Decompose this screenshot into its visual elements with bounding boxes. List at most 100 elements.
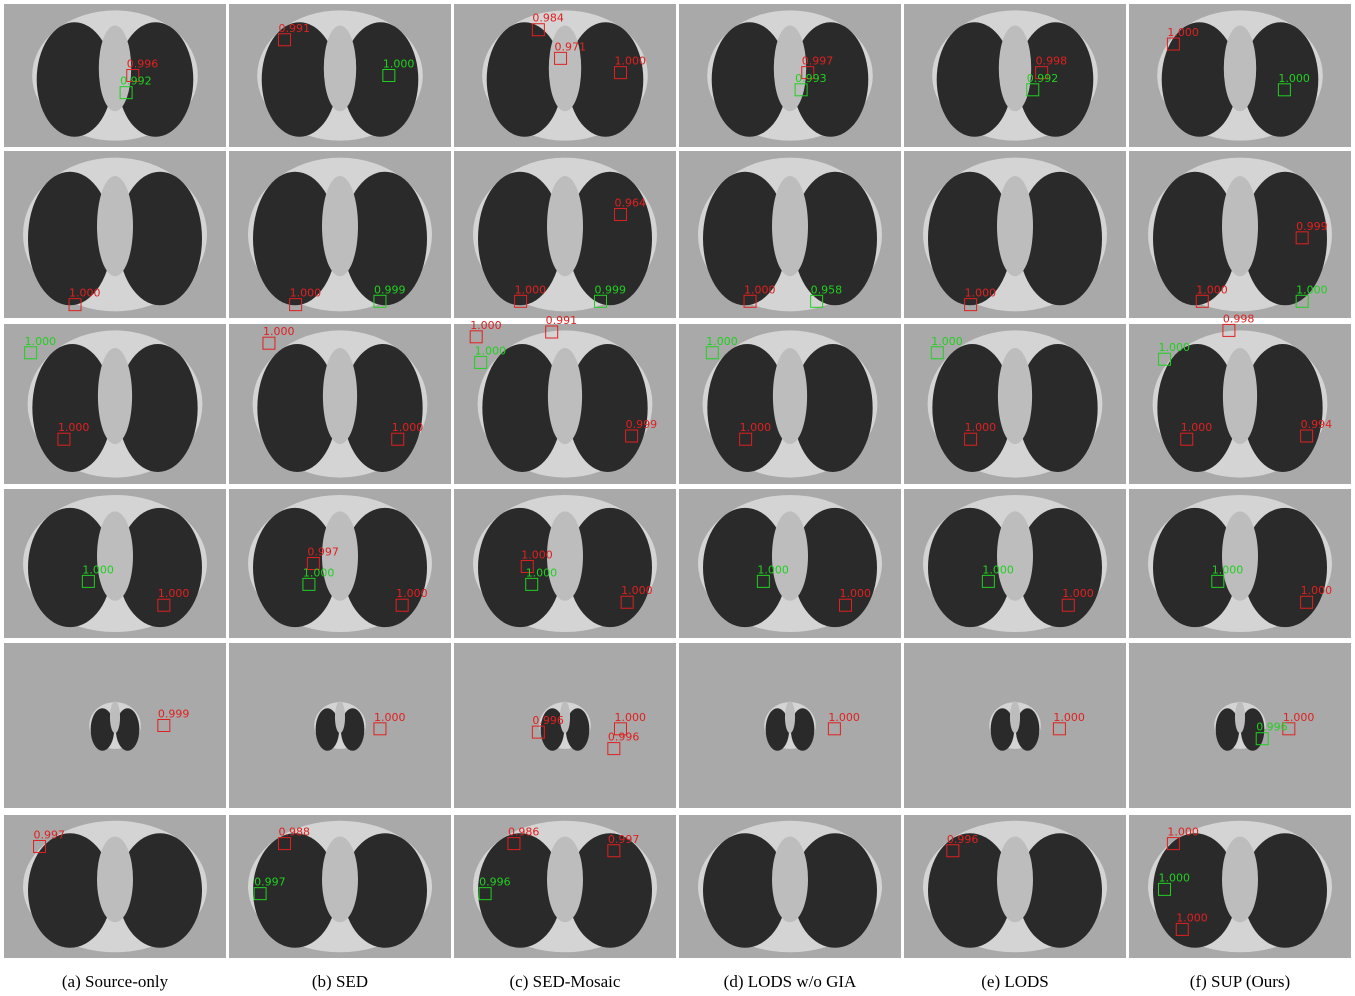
- mediastinum: [97, 348, 133, 444]
- detection-box: [531, 23, 545, 37]
- detection-score: 1.000: [828, 711, 860, 724]
- detection-score: 1.000: [515, 283, 547, 296]
- lung: [1018, 171, 1102, 306]
- mediastinum: [1222, 836, 1258, 923]
- lung: [478, 171, 562, 306]
- lung: [567, 22, 644, 137]
- detection-box: [1180, 432, 1194, 446]
- detection-score: 0.998: [1223, 312, 1255, 325]
- lung: [1157, 344, 1238, 472]
- mediastinum: [1009, 701, 1021, 734]
- detection-box: [289, 298, 303, 312]
- detection-box: [801, 66, 815, 80]
- ct-panel: 1.000 1.000: [679, 489, 901, 638]
- column-caption: (f) SUP (Ours): [1190, 972, 1290, 991]
- detection-score: 1.000: [931, 335, 963, 348]
- mediastinum: [323, 25, 357, 112]
- lung: [1242, 344, 1323, 472]
- ct-panel: 1.000: [679, 643, 901, 808]
- ct-panel: 1.000 0.999: [229, 151, 451, 318]
- detection-box: [373, 722, 387, 736]
- lung: [568, 171, 652, 306]
- lung: [486, 22, 563, 137]
- lung: [36, 22, 113, 137]
- lung: [567, 344, 648, 472]
- lung: [793, 507, 877, 628]
- column-caption: (b) SED: [312, 972, 368, 991]
- detection-score: 1.000: [1062, 587, 1094, 600]
- lung: [703, 171, 787, 306]
- detection-score: 1.000: [706, 335, 738, 348]
- lung: [28, 507, 112, 628]
- lung: [1242, 22, 1319, 137]
- detection-score: 1.000: [521, 548, 553, 561]
- ct-panel: 0.999 1.000 1.000: [1129, 151, 1351, 318]
- detection-box: [930, 346, 944, 360]
- mediastinum: [772, 511, 808, 601]
- lung: [32, 344, 113, 472]
- lung: [343, 833, 427, 948]
- detection-box: [594, 294, 608, 308]
- mediastinum: [1222, 511, 1258, 601]
- detection-box: [253, 887, 267, 901]
- lung: [792, 22, 869, 137]
- ct-panel: [679, 815, 901, 958]
- lung: [928, 507, 1012, 628]
- mediastinum: [334, 701, 346, 734]
- detection-box: [1052, 722, 1066, 736]
- column-caption: (e) LODS: [981, 972, 1049, 991]
- lung: [936, 22, 1013, 137]
- detection-score: 0.997: [608, 833, 640, 846]
- detection-box: [1175, 922, 1189, 936]
- mediastinum: [1234, 701, 1246, 734]
- mediastinum: [547, 511, 583, 601]
- detection-box: [57, 432, 71, 446]
- detection-score: 0.996: [608, 731, 640, 744]
- mediastinum: [1222, 176, 1258, 277]
- detection-box: [1300, 595, 1314, 609]
- lung: [478, 507, 562, 628]
- detection-box: [794, 83, 808, 97]
- detection-score: 0.988: [279, 826, 311, 839]
- detection-score: 1.000: [158, 587, 190, 600]
- detection-box: [157, 719, 171, 732]
- detection-box: [1300, 429, 1314, 443]
- detection-score: 1.000: [1301, 584, 1333, 597]
- mediastinum: [784, 701, 796, 734]
- detection-box: [1282, 722, 1296, 736]
- ct-panel: 0.996 0.986 0.997: [454, 815, 676, 958]
- lung: [1153, 507, 1237, 628]
- detection-box: [705, 346, 719, 360]
- detection-score: 0.996: [532, 714, 564, 727]
- lung: [928, 833, 1012, 948]
- ct-panel: 1.000: [229, 643, 451, 808]
- detection-box: [262, 336, 276, 350]
- ct-panel: 1.000 1.000: [4, 489, 226, 638]
- ct-panel: 0.958 1.000: [679, 151, 901, 318]
- ct-panel: 1.000 1.000 1.000: [1129, 815, 1351, 958]
- detection-score: 0.997: [254, 876, 286, 889]
- detection-score: 1.000: [374, 711, 406, 724]
- detection-box: [306, 557, 320, 570]
- detection-box: [946, 844, 960, 858]
- detection-score: 1.000: [58, 421, 90, 434]
- mediastinum: [997, 176, 1033, 277]
- ct-panel: 0.964 1.000 0.999: [454, 151, 676, 318]
- detection-score: 0.997: [307, 546, 339, 559]
- lung: [1161, 22, 1238, 137]
- lung: [1215, 708, 1240, 751]
- mediastinum: [773, 25, 807, 112]
- mediastinum: [322, 176, 358, 277]
- lung: [1243, 507, 1327, 628]
- detection-score: 1.000: [470, 319, 502, 332]
- detection-box: [1195, 294, 1209, 308]
- ct-panel: 1.000 1.000: [904, 324, 1126, 484]
- detection-score: 1.000: [965, 421, 997, 434]
- detection-box: [1211, 574, 1225, 588]
- lung: [790, 708, 815, 751]
- detection-box: [607, 742, 621, 756]
- mediastinum: [772, 176, 808, 277]
- detection-score: 1.000: [965, 287, 997, 300]
- lung: [253, 833, 337, 948]
- ct-panel: 1.000 1.000: [904, 489, 1126, 638]
